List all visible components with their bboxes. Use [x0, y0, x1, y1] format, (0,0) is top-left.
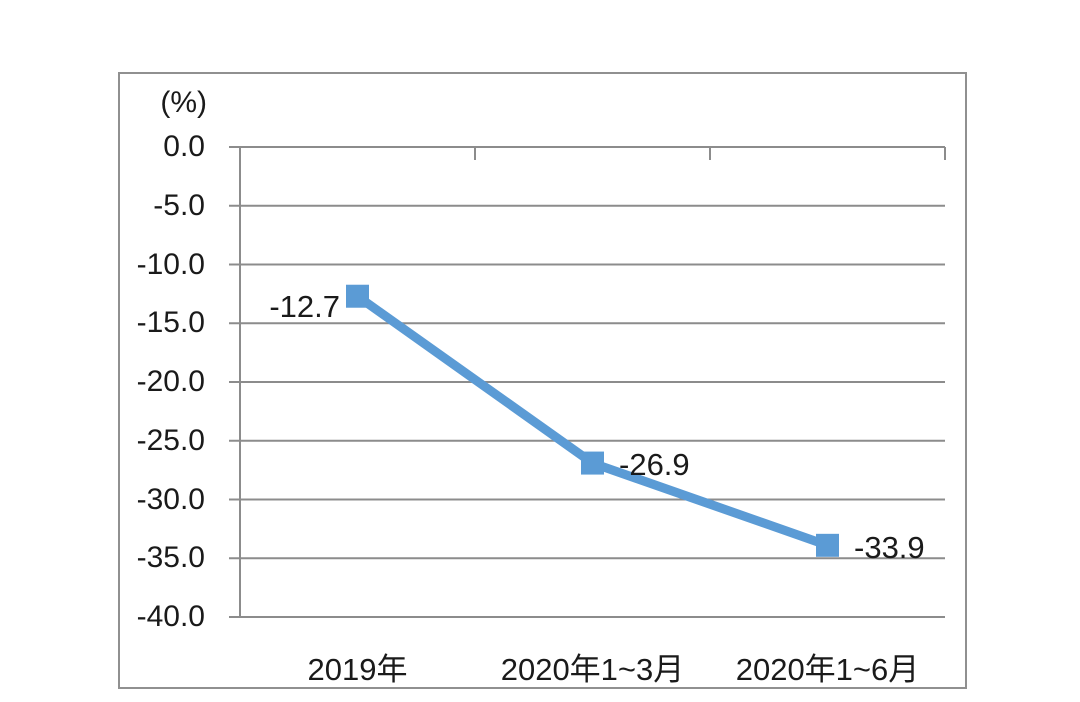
series-line: [354, 292, 829, 550]
y-tick-label: -30.0: [136, 482, 205, 516]
y-tick-label: -15.0: [136, 306, 205, 340]
y-tick-label: 0.0: [163, 130, 205, 163]
x-category-label: 2020年1~3月: [500, 652, 685, 687]
x-category-label: 2020年1~6月: [735, 652, 920, 687]
y-tick-label: -25.0: [136, 423, 205, 457]
y-axis-unit-label: (%): [160, 86, 207, 119]
x-category-label: 2019年: [307, 652, 408, 687]
data-point-marker: [581, 451, 604, 475]
data-point-marker: [346, 284, 369, 308]
y-tick-label: -35.0: [136, 541, 205, 575]
y-tick-label: -20.0: [136, 365, 205, 398]
y-tick-label: -40.0: [136, 600, 205, 633]
figure-border: [118, 72, 967, 689]
data-point-marker: [816, 533, 839, 557]
y-tick-label: -10.0: [136, 247, 205, 281]
data-point-label: -33.9: [854, 530, 925, 566]
data-point-label: -12.7: [269, 289, 340, 325]
data-point-label: -26.9: [619, 447, 690, 483]
y-tick-label: -5.0: [153, 188, 205, 222]
